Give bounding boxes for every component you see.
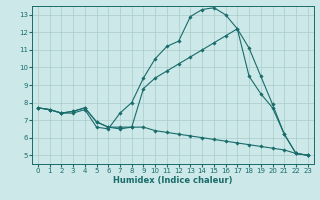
- X-axis label: Humidex (Indice chaleur): Humidex (Indice chaleur): [113, 176, 233, 185]
